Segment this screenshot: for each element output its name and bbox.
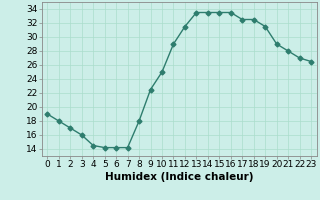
X-axis label: Humidex (Indice chaleur): Humidex (Indice chaleur) — [105, 172, 253, 182]
